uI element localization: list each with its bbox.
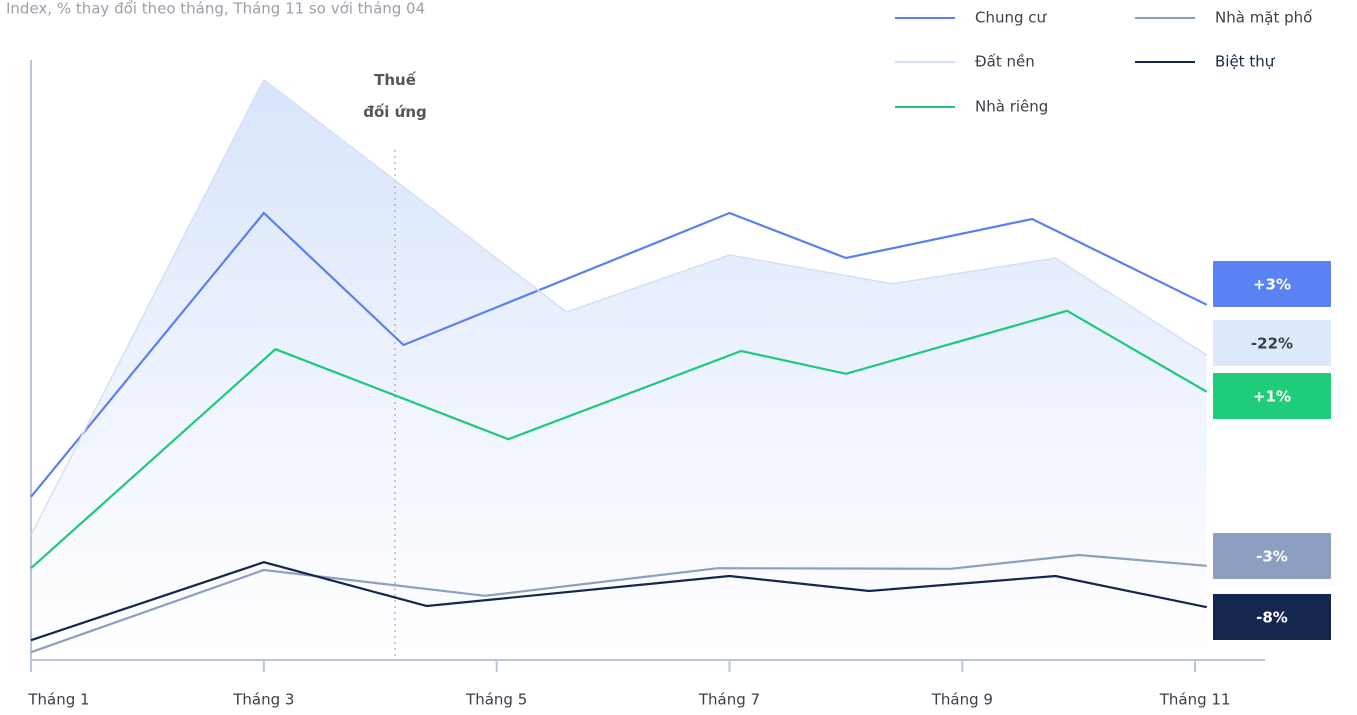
end-label: -8% [1256,609,1288,627]
x-tick-label: Tháng 1 [27,691,89,709]
legend-label: Nhà riêng [975,98,1048,116]
series-line [30,561,1208,642]
end-label-box [1213,594,1331,640]
series-line [30,553,1207,654]
end-label: +1% [1253,388,1291,406]
x-tick-label: Tháng 11 [1159,691,1231,709]
end-label-box [1213,261,1331,307]
x-tick-label: Tháng 5 [465,691,527,709]
x-tick-label: Tháng 7 [698,691,760,709]
area [31,79,1207,661]
series-line [30,78,1208,536]
legend-label: Chung cư [975,9,1048,27]
end-label-box [1213,373,1331,419]
x-tick-label: Tháng 9 [931,691,993,709]
end-label: -22% [1251,335,1293,353]
x-tick-label: Tháng 3 [232,691,294,709]
series-line [30,211,1208,498]
annotation: Thuế đối ứng [363,70,427,121]
end-label-box [1213,320,1331,366]
legend-label: Nhà mặt phố [1215,9,1313,27]
legend-label: Biệt thự [1215,53,1276,71]
series-line [30,309,1208,570]
end-label: +3% [1253,276,1291,294]
end-label: -3% [1256,548,1288,566]
chart-title: Index, % thay đổi theo tháng, Tháng 11 s… [6,0,425,18]
legend-label: Đất nền [975,53,1035,71]
end-label-box [1213,533,1331,579]
